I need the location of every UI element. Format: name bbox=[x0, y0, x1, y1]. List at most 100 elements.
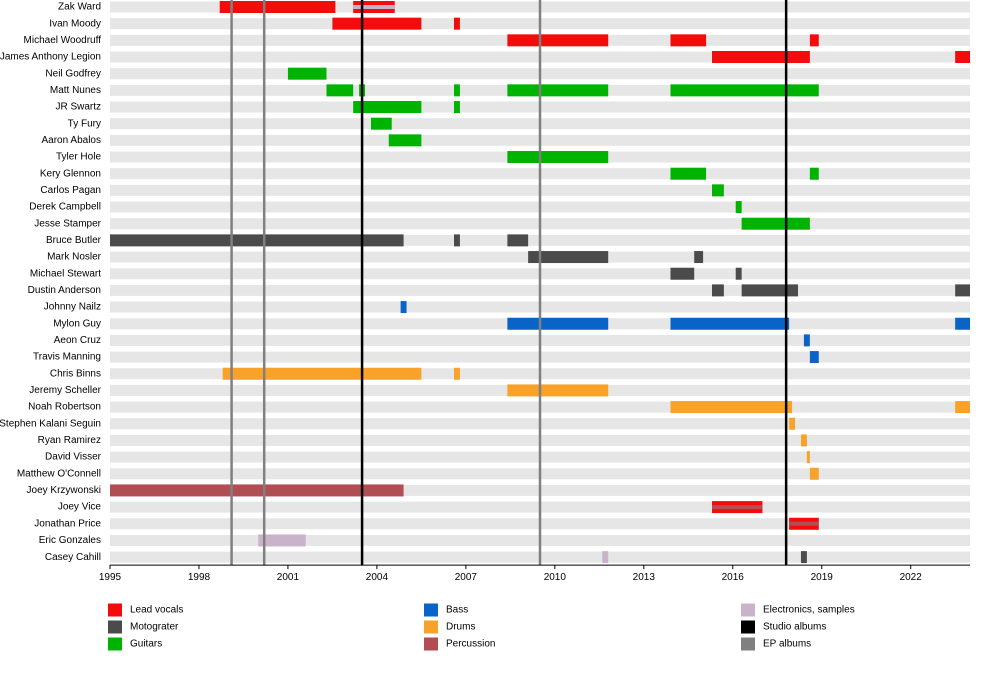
member-span bbox=[955, 317, 970, 330]
member-span bbox=[258, 534, 306, 547]
member-span bbox=[287, 67, 327, 80]
legend-swatch bbox=[741, 603, 755, 617]
member-span bbox=[507, 234, 529, 247]
row-label: Stephen Kalani Seguin bbox=[0, 418, 101, 429]
member-span bbox=[809, 467, 819, 480]
legend-swatch bbox=[108, 637, 122, 651]
member-span bbox=[670, 167, 707, 180]
legend-swatch bbox=[108, 603, 122, 617]
legend-swatch bbox=[108, 620, 122, 634]
member-span bbox=[507, 151, 609, 164]
legend-label: Electronics, samples bbox=[763, 605, 855, 616]
legend-label: EP albums bbox=[763, 639, 811, 650]
x-tick-label: 2022 bbox=[900, 572, 923, 583]
row-label: James Anthony Legion bbox=[0, 52, 101, 63]
row-label: Zak Ward bbox=[58, 2, 101, 13]
member-span bbox=[454, 234, 460, 247]
row-label: Michael Woodruff bbox=[24, 35, 102, 46]
x-tick-label: 2010 bbox=[544, 572, 567, 583]
member-span bbox=[219, 1, 336, 13]
member-span bbox=[712, 51, 810, 64]
legend-label: Studio albums bbox=[763, 622, 826, 633]
row-label: Chris Binns bbox=[50, 368, 101, 379]
row-label: Eric Gonzales bbox=[39, 535, 101, 546]
x-tick-label: 1995 bbox=[99, 572, 122, 583]
member-span bbox=[670, 401, 793, 414]
row-label: Joey Vice bbox=[58, 502, 102, 513]
row-label: Mark Nosler bbox=[47, 252, 102, 263]
member-span bbox=[400, 301, 407, 314]
member-span bbox=[528, 251, 609, 264]
row-label: Tyler Hole bbox=[56, 152, 101, 163]
row-label: Mylon Guy bbox=[53, 318, 101, 329]
row-label: Jeremy Scheller bbox=[29, 385, 101, 396]
row-label: Travis Manning bbox=[33, 352, 101, 363]
member-span bbox=[507, 84, 609, 97]
member-span bbox=[712, 505, 763, 510]
x-tick-label: 2019 bbox=[811, 572, 834, 583]
legend-swatch bbox=[424, 603, 438, 617]
member-span bbox=[803, 334, 810, 347]
member-span bbox=[388, 134, 422, 147]
member-span bbox=[326, 84, 354, 97]
member-span bbox=[454, 101, 460, 114]
member-span bbox=[789, 417, 796, 430]
legend-label: Lead vocals bbox=[130, 605, 183, 616]
legend-swatch bbox=[741, 620, 755, 634]
member-span bbox=[955, 51, 970, 64]
x-tick-label: 2013 bbox=[633, 572, 656, 583]
member-span bbox=[789, 521, 819, 526]
x-tick-label: 2007 bbox=[455, 572, 478, 583]
member-span bbox=[735, 201, 742, 214]
member-span bbox=[712, 184, 724, 197]
member-span bbox=[955, 401, 970, 414]
row-label: Bruce Butler bbox=[46, 235, 102, 246]
row-label: Matthew O'Connell bbox=[17, 468, 101, 479]
member-span bbox=[454, 17, 460, 30]
member-span bbox=[332, 17, 422, 30]
member-span bbox=[809, 34, 819, 47]
member-span bbox=[670, 317, 790, 330]
row-label: JR Swartz bbox=[55, 102, 101, 113]
member-span bbox=[370, 117, 392, 130]
legend-swatch bbox=[424, 620, 438, 634]
row-label: Michael Stewart bbox=[30, 268, 101, 279]
member-span bbox=[454, 367, 460, 380]
legend-label: Drums bbox=[446, 622, 475, 633]
x-tick-label: 1998 bbox=[188, 572, 211, 583]
row-label: Ivan Moody bbox=[49, 18, 101, 29]
row-label: Joey Krzywonski bbox=[27, 485, 101, 496]
member-span bbox=[712, 284, 724, 297]
legend-swatch bbox=[424, 637, 438, 651]
x-tick-label: 2004 bbox=[366, 572, 389, 583]
member-span bbox=[806, 451, 810, 464]
member-span bbox=[507, 34, 609, 47]
row-label: Johnny Nailz bbox=[44, 302, 101, 313]
member-span bbox=[800, 551, 807, 564]
row-label: Matt Nunes bbox=[50, 85, 101, 96]
member-span bbox=[670, 267, 695, 280]
row-label: Aaron Abalos bbox=[42, 135, 102, 146]
row-label: Noah Robertson bbox=[28, 402, 101, 413]
row-label: Ty Fury bbox=[68, 118, 101, 129]
member-span bbox=[507, 384, 609, 397]
x-tick-label: 2016 bbox=[722, 572, 745, 583]
member-span bbox=[602, 551, 609, 564]
row-label: Aeon Cruz bbox=[54, 335, 101, 346]
legend-label: Motograter bbox=[130, 622, 179, 633]
member-span bbox=[670, 84, 819, 97]
row-label: Kery Glennon bbox=[40, 168, 101, 179]
member-span bbox=[454, 84, 460, 97]
member-span bbox=[955, 284, 970, 297]
legend-label: Percussion bbox=[446, 639, 495, 650]
row-label: Neil Godfrey bbox=[45, 68, 101, 79]
member-span bbox=[809, 351, 819, 364]
row-label: Dustin Anderson bbox=[28, 285, 101, 296]
member-span bbox=[507, 317, 609, 330]
legend-swatch bbox=[741, 637, 755, 651]
legend-label: Bass bbox=[446, 605, 468, 616]
member-span bbox=[741, 217, 810, 230]
member-span bbox=[735, 267, 742, 280]
row-label: Derek Campbell bbox=[29, 202, 101, 213]
